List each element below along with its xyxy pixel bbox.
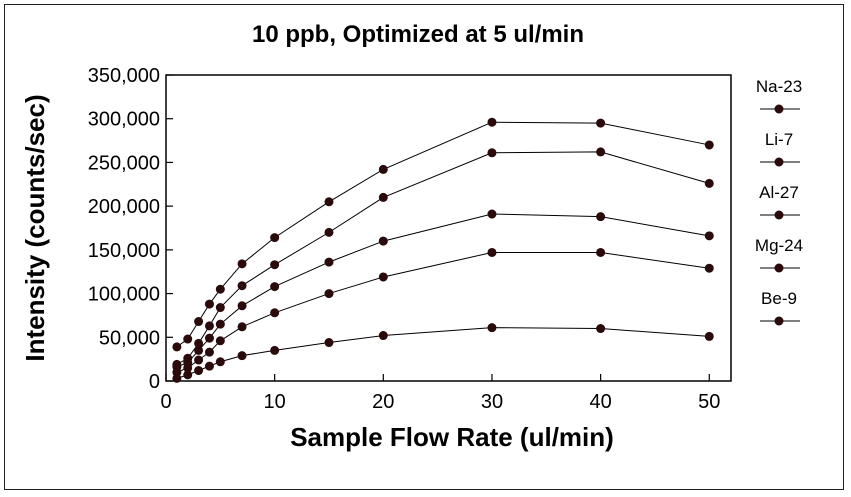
x-tick-label: 40 [589,391,611,413]
y-axis-label: Intensity (counts/sec) [20,94,50,361]
data-point-be-9 [596,324,606,334]
x-tick-label: 20 [372,391,394,413]
data-point-li-7 [378,192,388,202]
chart-title: 10 ppb, Optimized at 5 ul/min [252,21,584,48]
data-point-al-27 [324,257,334,267]
data-point-mg-24 [194,355,204,365]
data-point-na-23 [215,284,225,294]
data-point-na-23 [487,117,497,127]
data-point-be-9 [378,331,388,341]
data-point-mg-24 [378,272,388,282]
y-tick-label: 200,000 [88,196,160,218]
data-point-mg-24 [487,247,497,257]
data-point-al-27 [194,345,204,355]
data-point-al-27 [215,319,225,329]
data-point-mg-24 [270,308,280,318]
chart-frame [4,4,844,490]
data-point-na-23 [183,334,193,344]
data-point-na-23 [194,317,204,327]
data-point-al-27 [704,231,714,241]
data-point-al-27 [204,333,214,343]
plot-border [165,74,732,382]
legend-label-mg-24: Mg-24 [755,236,803,255]
data-point-li-7 [204,321,214,331]
data-point-al-27 [596,212,606,222]
series-line-mg-24 [176,251,710,373]
data-point-mg-24 [324,289,334,299]
data-point-mg-24 [704,263,714,273]
legend-label-be-9: Be-9 [761,289,797,308]
data-point-na-23 [172,342,182,352]
data-point-li-7 [215,303,225,313]
data-point-na-23 [237,259,247,269]
data-point-be-9 [487,323,497,333]
data-point-mg-24 [237,322,247,332]
plot-area: 0 10 20 30 40 50 0 50,000 100,000 150,000 200,000 2… [88,65,732,413]
data-point-be-9 [704,331,714,341]
data-point-na-23 [324,197,334,207]
data-point-mg-24 [596,247,606,257]
data-point-li-7 [324,227,334,237]
data-point-na-23 [270,233,280,243]
data-point-na-23 [204,299,214,309]
legend-marker-li-7 [774,157,784,167]
legend-marker-mg-24 [774,263,784,273]
data-point-li-7 [704,178,714,188]
data-point-na-23 [596,118,606,128]
data-point-li-7 [487,148,497,158]
legend-label-al-27: Al-27 [759,183,799,202]
y-tick-label: 250,000 [88,152,160,174]
data-point-mg-24 [204,347,214,357]
x-tick-label: 0 [160,391,171,413]
data-point-be-9 [194,366,204,376]
data-point-li-7 [270,260,280,270]
data-point-li-7 [237,281,247,291]
data-point-al-27 [237,301,247,311]
data-point-mg-24 [215,336,225,346]
data-point-be-9 [183,370,193,380]
data-point-be-9 [215,357,225,367]
series-line-be-9 [176,327,710,379]
x-tick-label: 10 [264,391,286,413]
x-tick-label: 50 [698,391,720,413]
series-line-al-27 [176,213,710,368]
data-point-na-23 [704,140,714,150]
data-point-al-27 [487,209,497,219]
legend: Na-23 Li-7 Al-27 Mg-24 Be-9 [755,77,803,326]
y-tick-label: 150,000 [88,240,160,262]
x-axis-label: Sample Flow Rate (ul/min) [290,422,614,452]
data-point-al-27 [378,236,388,246]
series-line-na-23 [176,121,710,348]
data-point-al-27 [270,282,280,292]
legend-label-li-7: Li-7 [765,130,793,149]
data-point-be-9 [172,373,182,383]
data-point-be-9 [324,338,334,348]
data-point-be-9 [237,351,247,361]
y-tick-label: 350,000 [88,65,160,87]
x-tick-label: 30 [481,391,503,413]
data-point-li-7 [596,147,606,157]
data-point-li-7 [194,338,204,348]
data-point-be-9 [270,345,280,355]
data-point-mg-24 [183,363,193,373]
legend-marker-be-9 [774,316,784,326]
legend-marker-al-27 [774,210,784,220]
y-tick-label: 50,000 [99,327,160,349]
data-point-be-9 [204,361,214,371]
y-tick-label: 300,000 [88,109,160,131]
series-line-li-7 [176,151,710,365]
y-tick-label: 100,000 [88,284,160,306]
y-tick-label: 0 [149,371,160,393]
data-point-na-23 [378,164,388,174]
legend-marker-na-23 [774,104,784,114]
legend-label-na-23: Na-23 [756,77,802,96]
